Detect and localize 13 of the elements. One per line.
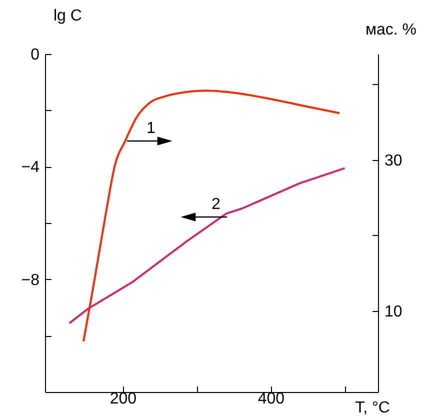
y-tick-label: −8 (21, 272, 40, 289)
line-series (82, 90, 341, 342)
y2-axis-title: мас. % (365, 22, 416, 38)
annotation: 1 (146, 120, 156, 137)
y-tick-label: 0 (30, 46, 40, 64)
x-tick-label: 400 (258, 390, 285, 408)
annotation: 2 (212, 196, 221, 213)
y2-tick-label: 10 (384, 304, 402, 321)
y2-tick-label: 30 (384, 152, 402, 170)
y-tick-label: −4 (21, 159, 40, 176)
x-axis-title: T, °C (355, 400, 390, 416)
y-axis-title: lg C (54, 8, 82, 24)
line-series (68, 167, 346, 324)
